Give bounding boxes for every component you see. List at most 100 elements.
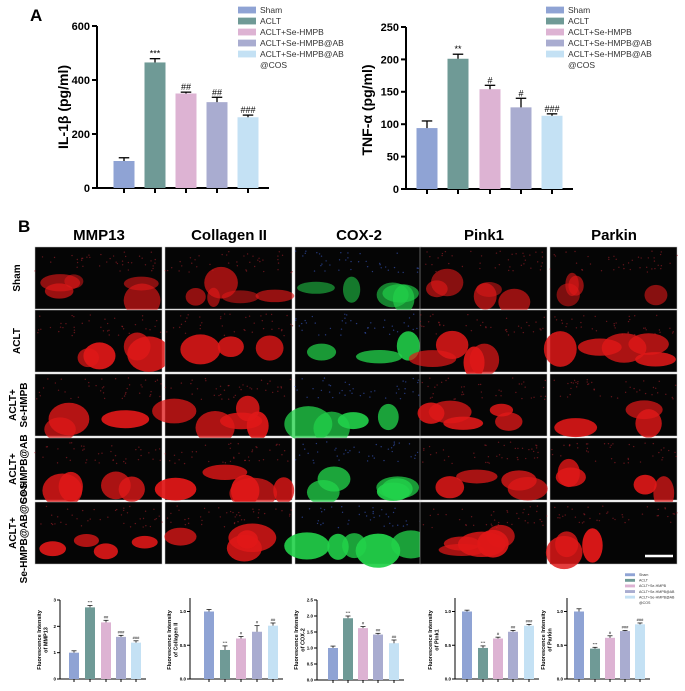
nucleus-dot: [71, 334, 73, 337]
significance-label: ###: [118, 629, 125, 634]
nucleus-dot: [541, 256, 544, 258]
nucleus-dot: [338, 269, 340, 271]
nucleus-dot: [256, 446, 258, 449]
nucleus-dot: [585, 443, 588, 445]
nucleus-dot: [443, 324, 445, 327]
nucleus-dot: [636, 391, 638, 393]
bar-4: [206, 102, 228, 188]
nucleus-dot: [530, 397, 533, 399]
significance-label: ##: [271, 617, 276, 622]
nucleus-dot: [251, 331, 253, 333]
nucleus-dot: [232, 511, 234, 514]
nucleus-dot: [184, 332, 187, 334]
nucleus-dot: [321, 263, 323, 265]
nucleus-dot: [673, 513, 676, 515]
nucleus-dot: [482, 321, 484, 324]
legend-swatch: [546, 17, 564, 25]
nucleus-dot: [188, 271, 190, 273]
nucleus-dot: [154, 518, 156, 521]
nucleus-dot: [659, 331, 661, 333]
bar-3: [101, 622, 111, 679]
nucleus-dot: [412, 377, 414, 380]
nucleus-dot: [613, 324, 616, 327]
nucleus-dot: [129, 526, 132, 528]
y-tick-label: 0.0: [557, 677, 564, 682]
nucleus-dot: [350, 260, 352, 263]
legend-entry: @COS: [568, 60, 595, 70]
nucleus-dot: [328, 391, 331, 393]
nucleus-dot: [613, 322, 615, 325]
nucleus-dot: [397, 524, 399, 526]
nucleus-dot: [397, 271, 400, 273]
legend-entry: @COS: [639, 601, 651, 605]
nucleus-dot: [567, 382, 569, 385]
nucleus-dot: [426, 251, 428, 253]
nucleus-dot: [86, 459, 88, 461]
nucleus-dot: [60, 322, 62, 325]
nucleus-dot: [114, 509, 117, 512]
nucleus-dot: [465, 324, 467, 327]
nucleus-dot: [554, 506, 556, 509]
chart-pink1: 0.00.51.0***######Fluorescence Intensity…: [428, 598, 539, 682]
cox2-signal: [342, 276, 361, 303]
red-signal: [273, 477, 295, 504]
nucleus-dot: [374, 390, 376, 392]
nucleus-dot: [301, 516, 303, 518]
nucleus-dot: [496, 455, 498, 457]
nucleus-dot: [622, 516, 624, 518]
nucleus-dot: [341, 320, 344, 322]
nucleus-dot: [517, 447, 519, 450]
red-signal: [77, 348, 100, 368]
significance-label: ##: [181, 82, 191, 92]
panel-label-a: A: [30, 6, 42, 25]
nucleus-dot: [627, 457, 629, 460]
bar-4: [116, 636, 126, 679]
nucleus-dot: [121, 260, 124, 262]
red-signal: [131, 535, 158, 549]
micrograph-tile: [549, 437, 678, 511]
nucleus-dot: [451, 462, 453, 465]
red-signal: [417, 402, 445, 424]
red-signal: [456, 469, 498, 484]
nucleus-dot: [532, 331, 535, 333]
nucleus-dot: [499, 250, 501, 253]
micrograph-tile: [164, 309, 294, 373]
nucleus-dot: [522, 252, 524, 254]
nucleus-dot: [259, 260, 261, 263]
nucleus-dot: [304, 448, 306, 450]
nucleus-dot: [38, 391, 41, 394]
nucleus-dot: [674, 384, 677, 386]
nucleus-dot: [290, 271, 292, 274]
nucleus-dot: [223, 313, 226, 315]
nucleus-dot: [629, 386, 631, 388]
nucleus-dot: [374, 327, 376, 329]
nucleus-dot: [257, 259, 259, 261]
nucleus-dot: [656, 314, 658, 317]
nucleus-dot: [245, 316, 247, 319]
nucleus-dot: [219, 393, 222, 396]
nucleus-dot: [420, 314, 422, 316]
nucleus-dot: [675, 455, 677, 458]
legend-swatch: [546, 39, 564, 47]
nucleus-dot: [224, 462, 227, 464]
y-tick-label: 2.0: [307, 614, 314, 619]
significance-label: #: [487, 75, 492, 85]
nucleus-dot: [535, 321, 537, 323]
nucleus-dot: [184, 320, 187, 323]
y-axis-label: Fluorescence Intensityof Collagen II: [167, 609, 179, 670]
nucleus-dot: [484, 444, 486, 446]
bar-3: [493, 638, 503, 679]
nucleus-dot: [199, 324, 202, 327]
nucleus-dot: [233, 331, 236, 333]
cox2-signal: [306, 479, 340, 505]
nucleus-dot: [413, 313, 415, 315]
nucleus-dot: [269, 380, 271, 382]
nucleus-dot: [108, 329, 110, 332]
bar-2: [590, 648, 600, 679]
nucleus-dot: [536, 505, 539, 507]
cox2-signal: [355, 349, 403, 364]
nucleus-dot: [121, 325, 123, 328]
nucleus-dot: [541, 520, 543, 523]
